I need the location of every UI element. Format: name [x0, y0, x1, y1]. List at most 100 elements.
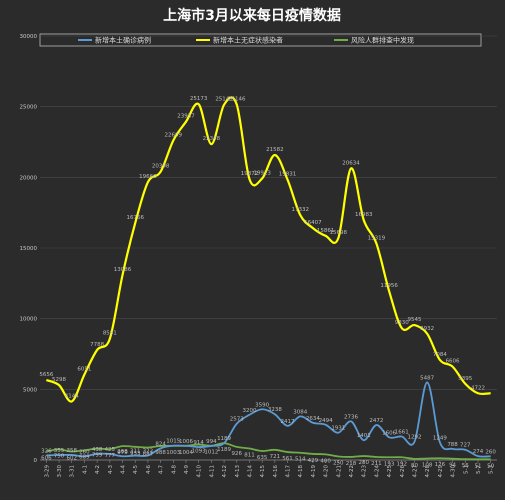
data-label: 4722 — [471, 385, 485, 391]
data-label: 2472 — [369, 418, 383, 424]
x-tick-label: 4-15 — [260, 465, 266, 478]
x-tick-label: 4-17 — [286, 465, 292, 478]
data-label: 311 — [130, 449, 141, 455]
data-label: 8581 — [103, 331, 117, 337]
series-line-0 — [46, 381, 491, 458]
y-tick-label: 30000 — [20, 34, 38, 40]
x-tick-label: 4-5 — [133, 465, 139, 474]
y-tick-label: 15000 — [20, 246, 38, 252]
data-label: 94 — [449, 463, 456, 469]
data-label: 260 — [79, 449, 90, 455]
data-label: 635 — [257, 455, 268, 461]
data-label: 19872 — [241, 171, 259, 177]
data-label: 1606 — [382, 430, 396, 436]
data-label: 16766 — [126, 215, 144, 221]
data-label: 1931 — [331, 426, 345, 432]
x-tick-label: 3-31 — [70, 465, 76, 477]
x-tick-label: 4-26 — [400, 465, 406, 478]
data-label: 777 — [105, 453, 116, 459]
data-label: 5487 — [420, 375, 434, 381]
data-label: 887 — [143, 451, 154, 457]
data-label: 22348 — [203, 136, 221, 142]
data-label: 23937 — [177, 114, 195, 120]
data-label: 13086 — [114, 267, 132, 273]
data-label: 988 — [155, 450, 166, 456]
data-label: 1015 — [166, 439, 180, 445]
data-label: 20634 — [342, 160, 360, 166]
x-tick-label: 4-21 — [336, 465, 342, 477]
data-label: 126 — [435, 462, 446, 468]
x-tick-label: 4-9 — [184, 465, 190, 474]
x-tick-label: 4-28 — [425, 465, 431, 478]
data-label: 3590 — [255, 402, 269, 408]
grid-lines — [40, 35, 497, 461]
data-label: 1003 — [166, 450, 180, 456]
data-label: 811 — [244, 453, 255, 459]
data-label: 1004 — [179, 450, 193, 456]
x-tick-label: 4-7 — [159, 465, 165, 474]
x-tick-label: 4-13 — [235, 465, 241, 478]
data-label: 211 — [371, 461, 382, 467]
data-label: 9545 — [407, 317, 421, 323]
x-tick-label: 4-18 — [298, 465, 304, 478]
data-label: 9330 — [395, 320, 409, 326]
x-tick-label: 4-29 — [438, 465, 444, 478]
data-label: 20398 — [152, 164, 170, 170]
data-label: 933 — [130, 451, 141, 457]
data-label: 979 — [117, 450, 128, 456]
data-label: 750 — [54, 453, 65, 459]
series-line-1 — [45, 96, 491, 403]
data-label: 2494 — [319, 418, 333, 424]
data-label: 16407 — [304, 220, 322, 226]
x-tick-label: 4-20 — [324, 465, 330, 478]
x-tick-label: 4-23 — [362, 465, 368, 478]
data-label: 25141 — [215, 97, 233, 103]
data-label: 721 — [270, 454, 281, 460]
x-tick-label: 4-12 — [222, 465, 228, 477]
x-tick-label: 4-24 — [374, 465, 380, 478]
y-tick-label: 0 — [34, 458, 38, 464]
y-tick-label: 25000 — [20, 105, 38, 111]
data-label: 3084 — [293, 409, 307, 415]
x-tick-label: 4-16 — [273, 465, 279, 478]
data-label: 400 — [320, 458, 331, 464]
data-label: 108 — [422, 462, 433, 468]
data-label: 1661 — [395, 430, 409, 436]
data-label: 425 — [105, 447, 116, 453]
data-label: 15861 — [317, 228, 335, 234]
x-tick-label: 4-14 — [247, 465, 253, 478]
data-label: 8932 — [420, 326, 434, 332]
data-label: 606 — [41, 455, 52, 461]
x-axis: 3-29 3-30 3-31 4-1 4-2 4-3 4-4 4-5 4-6 4-7 4-8 4-9 4… — [44, 460, 495, 478]
data-label: 25146 — [228, 97, 246, 103]
data-label: 218 — [346, 461, 357, 467]
data-label: 3238 — [268, 407, 282, 413]
data-label: 1189 — [217, 436, 231, 442]
data-label: 193 — [384, 461, 395, 467]
x-tick-label: 3-30 — [57, 465, 63, 478]
data-label: 19923 — [253, 170, 271, 176]
data-label: 914 — [193, 440, 204, 446]
data-label: 788 — [447, 442, 458, 448]
x-tick-label: 4-30 — [451, 465, 457, 478]
data-label: 358 — [66, 448, 77, 454]
data-label: 1012 — [204, 450, 218, 456]
data-label: 1292 — [407, 435, 421, 441]
chart-title: 上海市3月以来每日疫情数据 — [163, 7, 341, 24]
data-label: 25173 — [190, 96, 208, 102]
x-tick-label: 4-11 — [209, 465, 215, 477]
x-tick-label: 4-19 — [311, 465, 317, 478]
data-label: 1189 — [217, 447, 231, 453]
data-label: 268 — [117, 449, 128, 455]
data-label: 5298 — [52, 377, 66, 383]
series-lines — [45, 96, 491, 461]
data-label: 2736 — [344, 414, 358, 420]
x-tick-label: 4-4 — [121, 465, 127, 474]
x-tick-label: 4-6 — [146, 465, 152, 474]
data-label: 15698 — [330, 230, 348, 236]
data-label: 438 — [92, 447, 103, 453]
x-tick-label: 4-27 — [412, 465, 418, 478]
